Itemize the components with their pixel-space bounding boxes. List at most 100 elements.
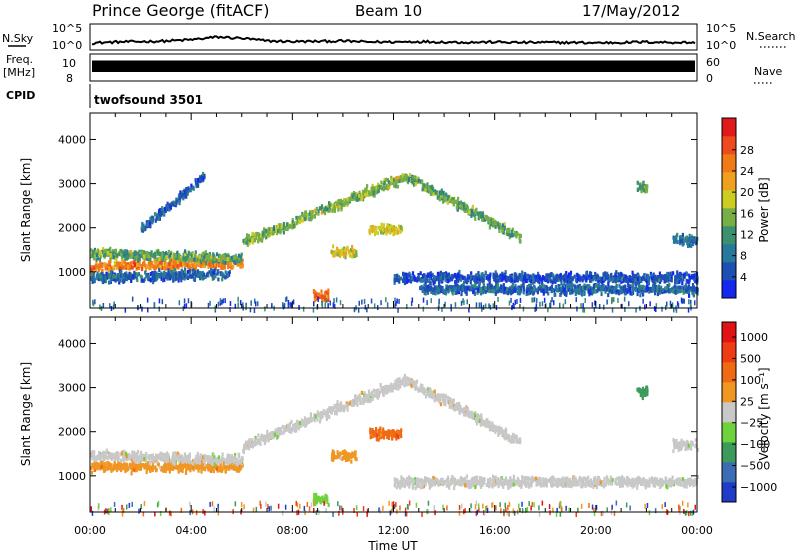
heatmap-cell	[427, 287, 430, 292]
heatmap-cell	[473, 291, 476, 296]
heatmap-cell	[309, 217, 312, 222]
heatmap-cell	[238, 259, 241, 264]
heatmap-cell	[99, 261, 102, 266]
heatmap-cell	[113, 460, 116, 465]
heatmap-noise-cell	[635, 307, 637, 313]
heatmap-cell	[342, 253, 346, 258]
heatmap-cell	[595, 275, 598, 280]
heatmap-cell	[559, 292, 562, 297]
heatmap-cell	[435, 289, 438, 294]
heatmap-cell	[94, 465, 97, 470]
heatmap-cell	[224, 260, 227, 265]
heatmap-cell	[493, 276, 496, 281]
heatmap-cell	[286, 227, 289, 232]
heatmap-cell	[403, 281, 407, 286]
heatmap-noise-cell	[489, 304, 492, 310]
heatmap-cell	[606, 271, 609, 276]
heatmap-cell	[608, 278, 611, 283]
heatmap-cell	[378, 184, 381, 189]
heatmap-noise-cell	[141, 306, 143, 312]
heatmap-cell	[414, 182, 417, 187]
heatmap-cell	[317, 292, 321, 297]
heatmap-cell	[470, 271, 473, 276]
heatmap-cell	[444, 277, 447, 282]
heatmap-cell	[377, 188, 380, 193]
heatmap-cell	[569, 270, 573, 275]
heatmap-cell	[268, 228, 272, 233]
heatmap-cell	[338, 250, 341, 255]
heatmap-cell	[576, 276, 579, 281]
heatmap-cell	[174, 258, 177, 263]
heatmap-cell	[123, 265, 126, 270]
heatmap-noise-cell	[683, 298, 685, 304]
heatmap-cell	[232, 264, 235, 269]
heatmap-cell	[151, 274, 154, 279]
heatmap-cell	[631, 282, 634, 287]
heatmap-cell	[497, 225, 500, 230]
heatmap-cell	[344, 255, 347, 260]
heatmap-cell	[95, 257, 98, 262]
heatmap-cell	[392, 178, 395, 183]
heatmap-cell	[134, 256, 137, 261]
heatmap-cell	[158, 452, 162, 457]
heatmap-cell	[399, 229, 402, 234]
heatmap-cell	[562, 289, 565, 294]
heatmap-noise-cell	[690, 299, 692, 305]
freq-tick-top: 10	[62, 57, 76, 70]
heatmap-cell	[91, 279, 94, 284]
heatmap-cell	[185, 193, 188, 198]
heatmap-noise-cell	[282, 302, 284, 308]
colorbar-segment	[722, 280, 736, 299]
heatmap-cell	[173, 276, 176, 281]
heatmap-cell	[518, 233, 521, 238]
heatmap-cell	[658, 284, 661, 289]
heatmap-cell	[200, 462, 203, 467]
heatmap-cell	[152, 278, 156, 283]
heatmap-cell	[651, 276, 654, 281]
heatmap-cell	[314, 293, 317, 298]
heatmap-cell	[645, 284, 648, 289]
heatmap-cell	[340, 252, 343, 257]
heatmap-noise-cell	[594, 300, 596, 306]
heatmap-cell	[198, 465, 201, 469]
heatmap-cell	[527, 291, 530, 296]
heatmap-cell	[366, 184, 369, 189]
heatmap-noise-cell	[397, 307, 399, 313]
heatmap-noise-cell	[237, 302, 239, 308]
heatmap-cell	[492, 286, 495, 291]
heatmap-cell	[178, 198, 182, 203]
heatmap-cell	[105, 271, 108, 276]
heatmap-cell	[139, 465, 142, 470]
heatmap-cell	[104, 466, 107, 471]
heatmap-cell	[563, 281, 566, 286]
heatmap-cell	[145, 274, 148, 279]
heatmap-cell	[624, 287, 627, 292]
heatmap-cell	[674, 279, 677, 284]
heatmap-cell	[396, 179, 399, 184]
heatmap-cell	[394, 184, 397, 189]
heatmap-cell	[504, 270, 507, 275]
nsky-panel: N.Sky 10^5 10^0 10^5 10^0 N.Search	[2, 22, 796, 52]
heatmap-cell	[484, 290, 487, 294]
heatmap-cell	[359, 194, 362, 199]
heatmap-cell	[482, 273, 485, 278]
heatmap-cell	[317, 211, 320, 216]
heatmap-cell	[327, 291, 330, 296]
heatmap-cell	[404, 272, 407, 277]
heatmap-cell	[618, 275, 621, 279]
heatmap-cell	[131, 265, 134, 270]
heatmap-noise-cell	[676, 301, 679, 307]
heatmap-cell	[521, 270, 524, 275]
heatmap-cell	[556, 278, 560, 282]
heatmap-noise-cell	[386, 302, 389, 308]
freq-panel: Freq. [MHz] 10 8 60 0 Nave	[3, 53, 782, 85]
heatmap-noise-cell	[628, 301, 630, 307]
heatmap-cell	[516, 286, 519, 291]
heatmap-cell	[186, 462, 189, 467]
heatmap-cell	[576, 290, 579, 295]
heatmap-cell	[101, 272, 104, 277]
heatmap-cell	[331, 208, 334, 213]
heatmap-cell	[519, 234, 522, 238]
heatmap-cell	[613, 289, 616, 294]
heatmap-cell	[542, 291, 545, 296]
